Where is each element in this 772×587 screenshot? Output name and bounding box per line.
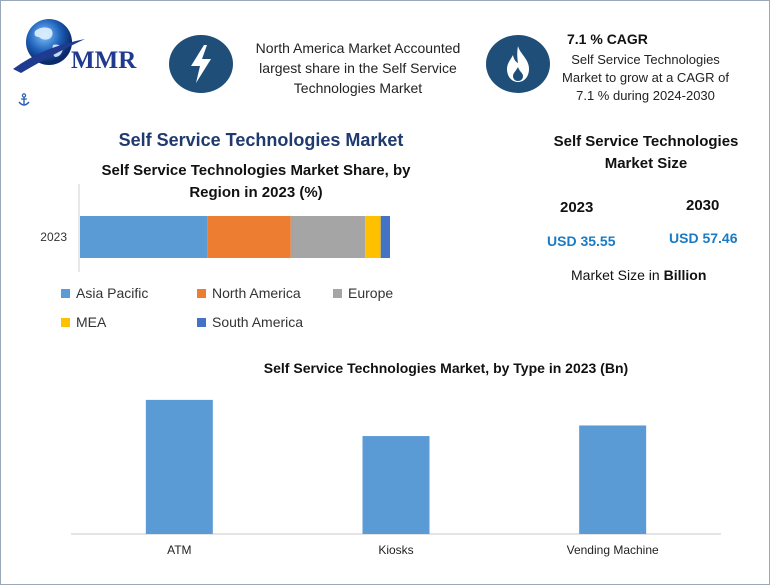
market-size-unit: Market Size in Billion <box>571 267 706 283</box>
type-chart-title: Self Service Technologies Market, by Typ… <box>263 360 629 376</box>
unit-bold: Billion <box>663 267 707 283</box>
legend-swatch <box>333 288 342 298</box>
market-size-title-line1: Self Service Technologies <box>553 133 739 150</box>
share-segment-north-america <box>207 216 291 258</box>
share-segment-mea <box>365 216 381 258</box>
cagr-line1: Self Service Technologies <box>571 52 720 67</box>
legend-label: Europe <box>348 285 394 301</box>
main-title: Self Service Technologies Market <box>118 130 404 150</box>
legend-swatch <box>197 288 206 298</box>
globe-logo-icon <box>13 19 85 73</box>
legend-swatch <box>61 288 70 298</box>
info1-line1: North America Market Accounted <box>255 40 461 56</box>
legend-label: South America <box>212 314 304 330</box>
lightning-icon <box>191 45 211 83</box>
info-circle-lightning <box>169 35 233 93</box>
type-bar-vending-machine <box>579 425 647 534</box>
info1-line2: largest share in the Self Service <box>259 60 457 76</box>
legend-swatch <box>197 317 206 327</box>
info1-line3: Technologies Market <box>293 80 423 96</box>
legend-label: MEA <box>76 314 107 330</box>
region-share-chart: 2023 <box>40 184 390 272</box>
cagr-text: Self Service Technologies Market to grow… <box>553 51 738 105</box>
legend-item-mea: MEA <box>61 314 106 330</box>
market-size-title: Self Service Technologies Market Size <box>541 131 751 175</box>
flame-icon <box>507 46 529 82</box>
value-end: USD 57.46 <box>669 230 738 246</box>
share-segment-asia-pacific <box>80 216 208 258</box>
market-size-title-line2: Market Size <box>604 155 688 172</box>
legend-item-asia-pacific: Asia Pacific <box>61 285 148 301</box>
info-circle-flame <box>486 35 550 93</box>
type-bar-atm <box>145 399 213 534</box>
share-chart-title: Self Service Technologies Market Share, … <box>61 160 451 204</box>
unit-prefix: Market Size in <box>571 267 664 283</box>
year-start: 2023 <box>560 199 594 216</box>
type-tick-label: Vending Machine <box>566 543 659 557</box>
logo-text: MMR <box>71 47 137 74</box>
share-segment-south-america <box>380 216 390 258</box>
share-chart-title-line1: Self Service Technologies Market Share, … <box>101 162 411 179</box>
share-chart-title-line2: Region in 2023 (%) <box>189 184 323 201</box>
share-category-label: 2023 <box>40 230 67 244</box>
legend-item-north-america: North America <box>197 285 301 301</box>
info1-text: North America Market Accounted largest s… <box>239 38 477 98</box>
anchor-icon <box>18 93 30 106</box>
legend-label: North America <box>212 285 301 301</box>
legend-label: Asia Pacific <box>76 285 149 301</box>
year-end: 2030 <box>686 197 720 214</box>
legend-swatch <box>61 317 70 327</box>
cagr-title: 7.1 % CAGR <box>567 31 648 47</box>
type-tick-label: ATM <box>167 543 192 557</box>
legend-item-europe: Europe <box>333 285 393 301</box>
cagr-line2: Market to grow at a CAGR of <box>562 70 729 85</box>
cagr-line3: 7.1 % during 2024-2030 <box>576 88 715 103</box>
legend-item-south-america: South America <box>197 314 303 330</box>
type-tick-label: Kiosks <box>378 543 414 557</box>
share-segment-europe <box>290 216 366 258</box>
type-bar-chart <box>71 399 721 535</box>
value-start: USD 35.55 <box>547 233 616 249</box>
type-bar-kiosks <box>362 436 430 534</box>
